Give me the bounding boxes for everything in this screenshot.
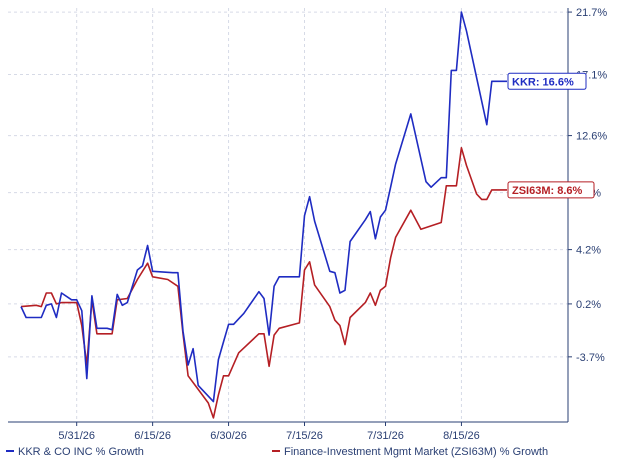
grid-lines xyxy=(8,8,568,422)
series-lines xyxy=(20,11,507,419)
legend: KKR & CO INC % Growth Finance-Investment … xyxy=(6,446,548,458)
callout-box xyxy=(507,72,587,90)
y-tick-label: 0.2% xyxy=(576,299,601,311)
x-tick-label: 7/15/26 xyxy=(286,430,323,442)
y-tick-label: 21.7% xyxy=(576,7,607,19)
legend-item-industry: Finance-Investment Mgmt Market (ZSI63M) … xyxy=(272,446,548,458)
legend-item-kkr: KKR & CO INC % Growth xyxy=(6,446,144,458)
callout-kkr: KKR: 16.6% xyxy=(507,72,587,90)
series-line-industry xyxy=(20,147,507,419)
x-tick-label: 6/15/26 xyxy=(134,430,171,442)
legend-label: KKR & CO INC % Growth xyxy=(18,446,144,458)
y-tick-label: 12.6% xyxy=(576,131,607,143)
y-tick-label: 4.2% xyxy=(576,245,601,257)
callout-label: KKR: 16.6% xyxy=(512,76,574,88)
legend-label: Finance-Investment Mgmt Market (ZSI63M) … xyxy=(284,446,548,458)
series-line-kkr xyxy=(20,11,507,403)
x-tick-label: 5/31/26 xyxy=(58,430,95,442)
x-tick-label: 8/15/26 xyxy=(443,430,480,442)
callout-box xyxy=(507,181,595,199)
x-tick-label: 7/31/26 xyxy=(367,430,404,442)
callout-industry: ZSI63M: 8.6% xyxy=(507,181,595,199)
callouts: KKR: 16.6% ZSI63M: 8.6% xyxy=(507,72,595,199)
tick-labels: 21.7%17.1%12.6%8.4%4.2%0.2%-3.7%5/31/266… xyxy=(58,7,607,442)
callout-label: ZSI63M: 8.6% xyxy=(512,185,583,197)
y-tick-label: -3.7% xyxy=(576,352,605,364)
x-tick-label: 6/30/26 xyxy=(210,430,247,442)
axes xyxy=(8,8,572,426)
